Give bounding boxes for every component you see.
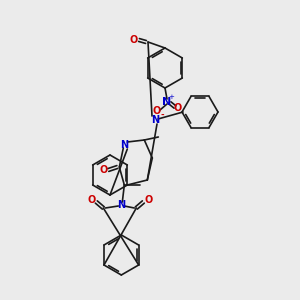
Text: N: N [162, 97, 172, 107]
Text: N: N [117, 200, 125, 210]
Text: O: O [153, 106, 161, 116]
Text: +: + [168, 94, 174, 100]
Text: N: N [151, 115, 159, 125]
Text: O: O [144, 195, 152, 205]
Text: O: O [87, 195, 95, 205]
Text: -: - [160, 110, 164, 119]
Text: O: O [99, 165, 107, 175]
Text: O: O [174, 103, 182, 113]
Text: N: N [120, 140, 128, 150]
Text: O: O [130, 35, 138, 45]
